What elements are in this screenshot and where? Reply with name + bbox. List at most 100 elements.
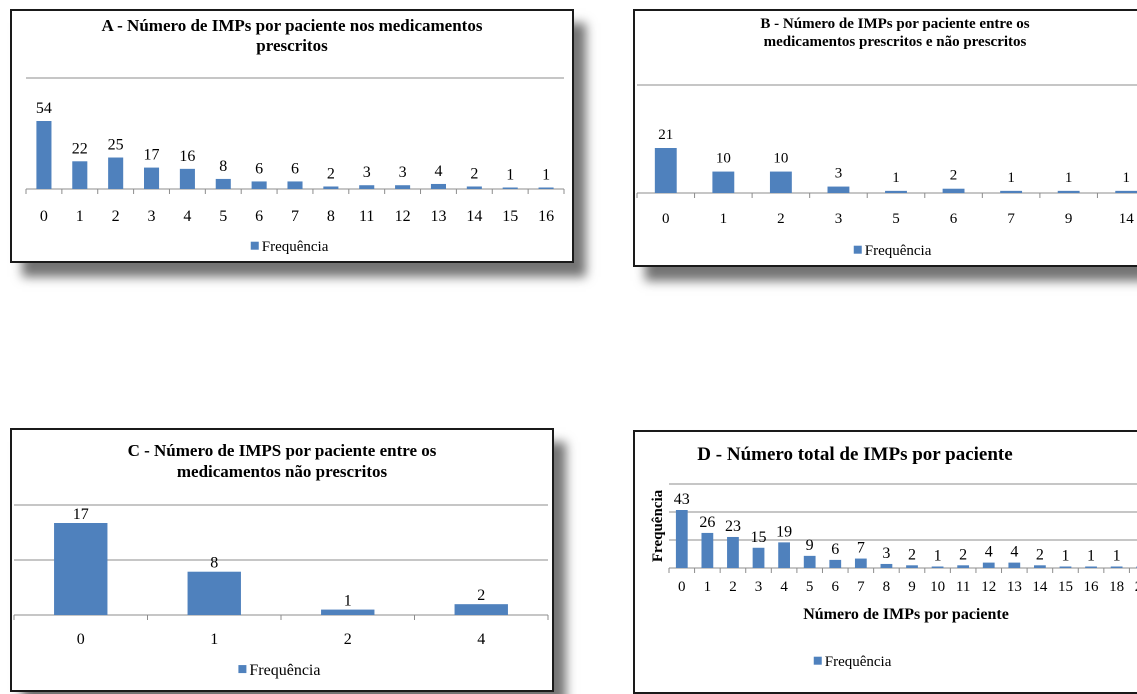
chart-c: C - Número de IMPS por paciente entre os…: [13, 441, 549, 679]
chart-a-tick-label: 16: [538, 208, 554, 225]
chart-a-data-label: 25: [108, 137, 124, 154]
chart-a-data-label: 54: [36, 100, 52, 117]
chart-c-tick-label: 2: [344, 631, 352, 648]
chart-a-data-label: 4: [434, 163, 442, 180]
chart-b-tick-label: 9: [1065, 211, 1073, 227]
chart-d-data-label: 4: [1010, 544, 1018, 561]
chart-b-data-label: 10: [716, 151, 731, 167]
chart-b-bar: [1000, 190, 1023, 193]
chart-d-data-label: 2: [1036, 546, 1044, 563]
chart-panel-a: A - Número de IMPs por paciente nos medi…: [10, 9, 574, 263]
chart-a-data-label: 3: [399, 164, 407, 181]
chart-c-tick-label: 0: [77, 631, 85, 648]
chart-d-bar: [675, 510, 688, 568]
chart-c-title-line: medicamentos não prescritos: [177, 462, 388, 481]
chart-a-tick-label: 0: [40, 208, 48, 225]
chart-d-bar: [880, 563, 893, 568]
chart-d-tick-label: 15: [1058, 579, 1073, 595]
chart-d-data-label: 1: [934, 548, 942, 565]
chart-d-data-label: 2: [959, 546, 967, 563]
chart-a-bar: [502, 187, 518, 189]
chart-c-legend-label: Frequência: [249, 662, 320, 679]
chart-d-tick-label: 1: [704, 579, 712, 595]
chart-d-bar: [1034, 565, 1046, 568]
chart-a-bar: [251, 181, 267, 189]
chart-b-data-label: 1: [1007, 170, 1015, 186]
chart-a-legend-swatch: [250, 241, 259, 250]
chart-d-tick-label: 12: [981, 579, 996, 595]
chart-b-bar: [769, 171, 792, 193]
chart-a-tick-label: 13: [430, 208, 446, 225]
chart-d-bar: [854, 558, 867, 568]
chart-d-tick-label: 27: [1135, 579, 1137, 595]
chart-b-legend-label: Frequência: [865, 243, 932, 259]
chart-a-data-label: 3: [363, 164, 371, 181]
chart-a-bar: [108, 157, 124, 189]
chart-b-tick-label: 7: [1007, 211, 1015, 227]
chart-a-bar: [395, 185, 411, 189]
chart-a-bar: [179, 168, 195, 189]
chart-a-legend-label: Frequência: [262, 239, 329, 255]
chart-a-tick-label: 6: [255, 208, 263, 225]
chart-d-data-label: 4: [985, 544, 993, 561]
chart-d-bar: [1085, 566, 1097, 568]
chart-a-bar: [215, 178, 231, 189]
chart-d-data-label: 7: [857, 540, 865, 557]
chart-d-data-label: 1: [1113, 548, 1121, 565]
chart-d-x-axis-label: Número de IMPs por paciente: [803, 606, 1009, 623]
chart-d-data-label: 9: [806, 537, 814, 554]
chart-d-tick-label: 6: [832, 579, 840, 595]
chart-d-bar: [752, 547, 765, 568]
chart-b-data-label: 10: [773, 151, 788, 167]
chart-d-tick-label: 13: [1007, 579, 1022, 595]
chart-a-bar: [144, 167, 160, 189]
chart-a-tick-label: 15: [502, 208, 518, 225]
chart-c-bar: [321, 609, 375, 615]
chart-d-bar: [931, 566, 944, 568]
chart-a-bar: [466, 186, 482, 189]
chart-d-tick-label: 0: [678, 579, 686, 595]
chart-a-data-label: 1: [542, 167, 550, 184]
chart-b-data-label: 1: [892, 170, 900, 186]
chart-d-bar: [1059, 566, 1072, 568]
chart-c-bar: [454, 604, 508, 615]
chart-a-bar: [359, 185, 375, 189]
chart-c-tick-label: 4: [477, 631, 485, 648]
chart-d-tick-label: 8: [883, 579, 891, 595]
chart-d-tick-label: 18: [1109, 579, 1124, 595]
chart-b-tick-label: 2: [777, 211, 785, 227]
chart-a-tick-label: 1: [76, 208, 84, 225]
chart-c-data-label: 17: [73, 506, 89, 523]
chart-d-bar: [727, 536, 739, 568]
chart-a-data-label: 16: [179, 148, 195, 165]
chart-d-tick-label: 10: [930, 579, 945, 595]
chart-d-tick-label: 2: [729, 579, 737, 595]
chart-c-bar: [54, 523, 108, 615]
chart-c-tick-label: 1: [210, 631, 218, 648]
chart-d-tick-label: 4: [780, 579, 788, 595]
chart-b-tick-label: 5: [892, 211, 900, 227]
chart-d-data-label: 23: [725, 518, 741, 535]
chart-d-bar: [701, 532, 714, 568]
chart-b: B - Número de IMPs por paciente entre os…: [636, 16, 1137, 259]
chart-d-data-label: 1: [1087, 548, 1095, 565]
chart-b-tick-label: 3: [835, 211, 843, 227]
chart-d-tick-label: 7: [857, 579, 865, 595]
chart-d-tick-label: 3: [755, 579, 763, 595]
chart-b-bar: [885, 190, 907, 193]
chart-a-tick-label: 2: [112, 208, 120, 225]
chart-a-tick-label: 4: [183, 208, 191, 225]
chart-c-legend-swatch: [238, 665, 247, 674]
chart-a-data-label: 6: [291, 160, 299, 177]
chart-c-data-label: 2: [477, 587, 485, 604]
chart-d-tick-label: 11: [956, 579, 970, 595]
chart-d-data-label: 15: [751, 529, 767, 546]
chart-b-tick-label: 6: [950, 211, 958, 227]
chart-d-data-label: 1: [1061, 548, 1069, 565]
chart-c-data-label: 1: [344, 593, 352, 610]
chart-d-tick-label: 9: [908, 579, 916, 595]
chart-d-data-label: 2: [908, 546, 916, 563]
chart-d-bar: [1008, 562, 1021, 568]
chart-b-tick-label: 0: [662, 211, 670, 227]
chart-d-legend-swatch: [813, 656, 822, 665]
